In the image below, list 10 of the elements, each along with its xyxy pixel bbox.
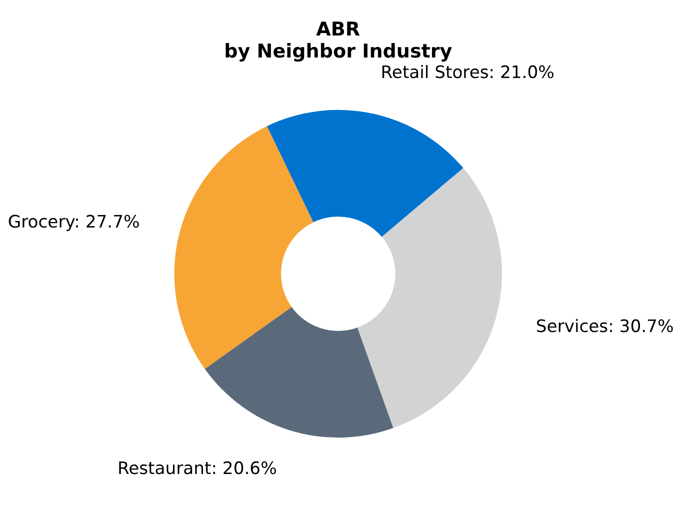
donut-slice xyxy=(266,110,464,237)
donut-slice xyxy=(174,126,314,369)
chart-title: ABR xyxy=(316,18,360,40)
donut-slice xyxy=(204,306,394,438)
donut-slice xyxy=(357,168,502,428)
slice-label: Grocery: 27.7% xyxy=(8,212,140,233)
slice-label: Services: 30.7% xyxy=(536,316,674,337)
chart-subtitle: by Neighbor Industry xyxy=(224,40,453,62)
slice-label: Retail Stores: 21.0% xyxy=(380,63,554,84)
slice-label: Restaurant: 20.6% xyxy=(117,458,277,479)
